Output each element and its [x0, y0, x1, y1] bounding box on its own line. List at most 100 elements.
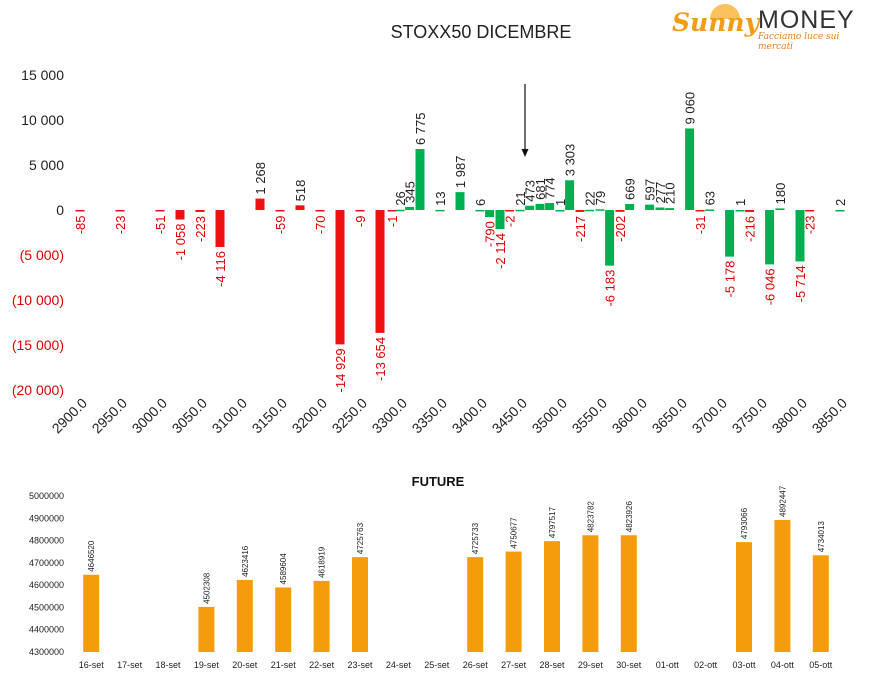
data-label: -216: [743, 216, 758, 242]
data-label: 4502308: [202, 572, 211, 604]
x-tick-label: 3100.0: [209, 395, 251, 437]
bar: [765, 210, 775, 265]
bar: [215, 210, 225, 248]
y-tick-label: 4500000: [29, 602, 64, 612]
data-label: 4734013: [817, 521, 826, 553]
y-tick-label: (20 000): [12, 382, 64, 398]
bar: [745, 210, 755, 212]
arrow-head: [521, 149, 529, 157]
x-tick-label: 26-set: [463, 660, 489, 670]
y-tick-label: (10 000): [12, 292, 64, 308]
bar: [535, 203, 545, 210]
y-tick-label: 5 000: [29, 157, 64, 173]
data-label: -31: [693, 216, 708, 235]
x-tick-label: 3850.0: [809, 395, 851, 437]
data-label: -9: [353, 216, 368, 228]
bar: [255, 198, 265, 210]
x-tick-label: 02-ott: [694, 660, 718, 670]
logo-brand-money: MONEY: [758, 6, 855, 34]
x-tick-label: 3750.0: [729, 395, 771, 437]
bar: [467, 557, 484, 652]
x-tick-label: 30-set: [616, 660, 642, 670]
x-tick-label: 23-set: [347, 660, 373, 670]
y-tick-label: (15 000): [12, 337, 64, 353]
x-tick-label: 3800.0: [769, 395, 811, 437]
bar: [575, 210, 585, 212]
bar: [495, 210, 505, 230]
data-label: -1: [385, 216, 400, 228]
bar: [352, 557, 368, 652]
y-tick-label: 4600000: [29, 580, 64, 590]
bar: [774, 519, 791, 652]
data-label: -2 114: [493, 233, 508, 269]
bars: [83, 519, 829, 652]
data-label: -23: [113, 216, 128, 235]
bar: [665, 208, 675, 210]
bar: [198, 606, 215, 652]
data-label: 13: [433, 191, 448, 205]
x-tick-label: 3000.0: [129, 395, 171, 437]
data-label: -202: [613, 216, 628, 242]
x-tick-label: 03-ott: [732, 660, 756, 670]
data-labels: 4646520 4502308 4623416 4589604 4618919 47257…: [87, 485, 826, 604]
bar: [275, 210, 285, 212]
x-axis: 2900.02950.03000.03050.03100.03150.03200…: [49, 395, 851, 437]
x-tick-label: 3050.0: [169, 395, 211, 437]
data-label: 21: [513, 191, 528, 205]
bar: [455, 192, 465, 210]
x-tick-label: 3250.0: [329, 395, 371, 437]
bar: [735, 209, 745, 212]
x-tick-label: 3450.0: [489, 395, 531, 437]
x-tick-label: 3150.0: [249, 395, 291, 437]
data-label: 4618919: [318, 546, 327, 578]
data-label: 6 775: [413, 112, 428, 145]
y-tick-label: 15 000: [21, 67, 64, 83]
data-label: 4823782: [586, 501, 595, 533]
data-label: 1 987: [453, 156, 468, 189]
bar: [236, 579, 253, 652]
sun-icon: [710, 4, 740, 19]
x-tick-label: 22-set: [309, 660, 335, 670]
bar: [835, 209, 845, 212]
data-label: 63: [703, 191, 718, 205]
bar: [175, 210, 185, 220]
bar: [315, 210, 325, 212]
bar: [795, 210, 805, 262]
data-label: 6: [473, 199, 488, 206]
bar: [565, 180, 575, 210]
x-tick-label: 3200.0: [289, 395, 331, 437]
bar: [375, 210, 385, 333]
bar: [515, 209, 525, 212]
bar: [705, 209, 715, 211]
bar: [405, 206, 415, 210]
bar: [585, 209, 595, 212]
x-tick-label: 29-set: [578, 660, 604, 670]
data-label: 1 268: [253, 162, 268, 195]
data-label: 669: [623, 178, 638, 200]
bar: [83, 574, 100, 652]
bar: [736, 542, 752, 652]
x-tick-label: 2900.0: [49, 395, 91, 437]
bar: [415, 149, 425, 210]
x-tick-label: 16-set: [79, 660, 105, 670]
data-label: 4589604: [279, 553, 288, 585]
y-tick-label: 0: [56, 202, 64, 218]
data-label: 681: [533, 178, 548, 200]
data-label: 597: [643, 179, 658, 201]
data-label: -790: [483, 221, 498, 247]
data-label: 4725733: [471, 522, 480, 554]
bar: [655, 207, 665, 210]
bar: [395, 209, 405, 212]
bar: [335, 210, 345, 345]
bar: [505, 551, 522, 652]
bar: [605, 210, 615, 266]
data-label: 4750677: [510, 517, 519, 549]
data-label: -85: [73, 216, 88, 235]
data-label: 4823926: [625, 501, 634, 533]
data-label: -4 116: [213, 251, 228, 287]
x-tick-label: 3300.0: [369, 395, 411, 437]
x-tick-label: 20-set: [232, 660, 258, 670]
bar: [615, 210, 625, 212]
marker-arrow: [521, 84, 529, 157]
data-label: -23: [803, 216, 818, 235]
